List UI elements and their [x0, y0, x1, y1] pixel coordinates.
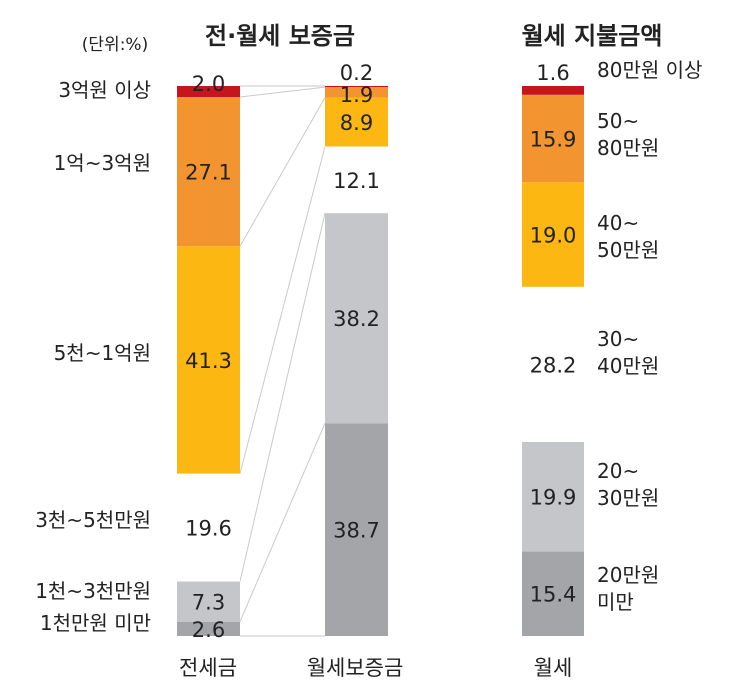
bar-segment	[325, 423, 388, 636]
connector-lines	[239, 85, 326, 637]
bar-segments	[177, 86, 584, 636]
bar-segment	[522, 182, 584, 287]
bar-segment	[177, 581, 240, 622]
value-label: 19.9	[530, 486, 577, 510]
value-label: 15.9	[530, 128, 577, 152]
value-label: 38.7	[333, 519, 380, 543]
segment-label: 1천~3천만원	[35, 579, 151, 603]
value-label: 2.6	[192, 618, 225, 642]
value-label: 28.2	[530, 353, 577, 377]
bar-segment	[177, 97, 240, 247]
segment-label: 1천만원 미만	[40, 611, 151, 635]
bar-segment	[325, 97, 388, 147]
bar-segment	[177, 86, 240, 97]
segment-label: 30~ 40만원	[597, 327, 659, 378]
connector-line	[239, 212, 326, 582]
connector-line	[239, 423, 326, 622]
bar-segment	[325, 87, 388, 98]
value-label: 1.9	[340, 83, 373, 107]
rent-chart-title: 월세 지불금액	[522, 22, 663, 50]
value-label: 19.0	[530, 224, 577, 248]
connector-line	[239, 97, 326, 247]
category-label-jeonse: 전세금	[179, 656, 237, 680]
value-labels: 2.6 7.3 19.6 41.3 27.1 2.0 38.7 38.2 12.1 8.9 1.90…	[185, 61, 576, 642]
bar-segment	[522, 441, 584, 552]
value-label: 0.2	[340, 61, 373, 85]
segment-label: 50~ 80만원	[597, 109, 659, 160]
bar-segment	[325, 86, 388, 88]
segment-label: 3억원 이상	[58, 78, 151, 102]
segment-label: 3천~5천만원	[35, 508, 151, 532]
category-label-monthly-rent: 월세	[534, 656, 573, 680]
bar-segment	[522, 551, 584, 636]
value-label: 15.4	[530, 583, 577, 607]
bar-segment	[522, 86, 584, 95]
category-label-deposit: 월세보증금	[307, 656, 404, 680]
value-label: 27.1	[185, 161, 232, 185]
bar-segment	[522, 286, 584, 442]
bar-segment	[177, 621, 240, 636]
unit-note: (단위:%)	[82, 35, 148, 55]
segment-label: 20~ 30만원	[597, 459, 659, 510]
segment-label: 1억~3억원	[54, 151, 151, 175]
segment-label: 80만원 이상	[597, 58, 702, 82]
value-label: 12.1	[333, 169, 380, 193]
value-label: 19.6	[185, 517, 232, 541]
segment-label: 20만원 미만	[597, 563, 659, 614]
bar-segment	[522, 94, 584, 183]
segment-label: 40~ 50만원	[597, 211, 659, 262]
segment-labels: 1천만원 미만 1천~3천만원 3천~5천만원 5천~1억원 1억~3억원 3억원 이상 2…	[35, 58, 702, 635]
deposit-chart-title: 전·월세 보증금	[205, 22, 355, 50]
value-label: 2.0	[192, 72, 225, 96]
bar-segment	[325, 146, 388, 214]
value-label: 38.2	[333, 307, 380, 331]
connector-line	[239, 146, 326, 474]
value-label: 7.3	[192, 591, 225, 615]
connector-line	[239, 86, 326, 98]
segment-label: 5천~1억원	[54, 341, 151, 365]
value-label: 1.6	[536, 61, 569, 85]
bar-segment	[177, 473, 240, 582]
bar-segment	[177, 246, 240, 474]
value-label: 8.9	[340, 111, 373, 135]
bar-segment	[325, 213, 388, 424]
value-label: 41.3	[185, 349, 232, 373]
